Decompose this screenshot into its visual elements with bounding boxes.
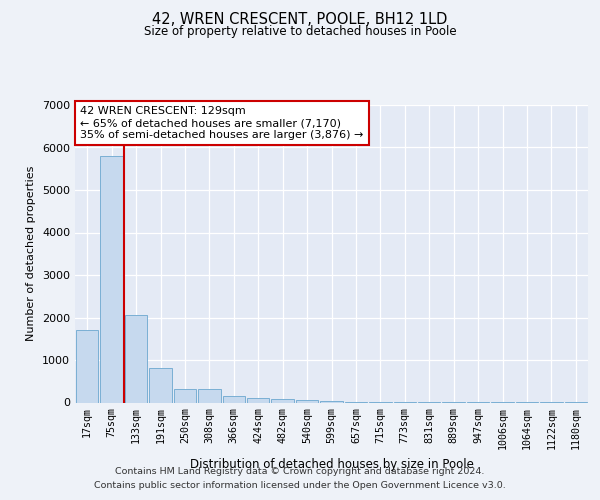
Bar [247,398,269,402]
Text: Size of property relative to detached houses in Poole: Size of property relative to detached ho… [143,25,457,38]
Bar [296,400,319,402]
Bar [125,316,148,402]
Bar [149,368,172,402]
Y-axis label: Number of detached properties: Number of detached properties [26,166,37,342]
Text: Contains public sector information licensed under the Open Government Licence v3: Contains public sector information licen… [94,481,506,490]
Bar [173,389,196,402]
Bar [223,396,245,402]
X-axis label: Distribution of detached houses by size in Poole: Distribution of detached houses by size … [190,458,473,470]
Text: Contains HM Land Registry data © Crown copyright and database right 2024.: Contains HM Land Registry data © Crown c… [115,467,485,476]
Text: 42, WREN CRESCENT, POOLE, BH12 1LD: 42, WREN CRESCENT, POOLE, BH12 1LD [152,12,448,28]
Text: 42 WREN CRESCENT: 129sqm
← 65% of detached houses are smaller (7,170)
35% of sem: 42 WREN CRESCENT: 129sqm ← 65% of detach… [80,106,364,140]
Bar [271,398,294,402]
Bar [100,156,123,402]
Bar [198,390,221,402]
Bar [76,330,98,402]
